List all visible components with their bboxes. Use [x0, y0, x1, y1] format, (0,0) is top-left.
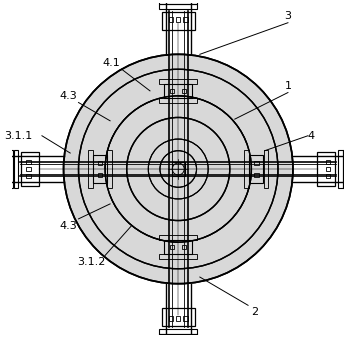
Bar — [27, 160, 31, 164]
Text: 3: 3 — [284, 11, 291, 21]
Bar — [254, 173, 258, 177]
Bar — [176, 17, 180, 22]
Bar — [164, 240, 192, 254]
Circle shape — [64, 54, 293, 284]
Bar — [162, 308, 195, 326]
Bar — [27, 174, 31, 178]
Bar — [254, 161, 258, 165]
Text: 4.3: 4.3 — [60, 91, 77, 101]
Text: 4: 4 — [308, 131, 315, 141]
Bar — [169, 17, 173, 22]
Bar — [159, 329, 197, 334]
Bar — [162, 12, 195, 30]
Bar — [27, 167, 31, 171]
Bar — [159, 334, 197, 338]
Bar — [182, 245, 186, 249]
Bar — [317, 152, 335, 186]
Text: 4.1: 4.1 — [103, 57, 121, 68]
Bar — [326, 174, 330, 178]
Text: 2: 2 — [251, 307, 258, 317]
Bar — [326, 167, 330, 171]
Text: 3.1.1: 3.1.1 — [5, 131, 33, 141]
Bar — [338, 150, 343, 188]
Bar — [244, 150, 249, 188]
Bar — [264, 150, 268, 188]
Bar — [88, 150, 93, 188]
Text: 1: 1 — [284, 81, 291, 91]
Bar — [164, 84, 192, 98]
Bar — [169, 316, 173, 321]
Bar — [184, 17, 188, 22]
Bar — [159, 255, 197, 259]
Bar — [159, 235, 197, 240]
Bar — [98, 173, 102, 177]
Bar — [159, 98, 197, 103]
Bar — [108, 150, 112, 188]
Bar — [9, 150, 13, 188]
Text: 3.1.2: 3.1.2 — [78, 257, 106, 267]
Bar — [170, 245, 174, 249]
Bar — [98, 161, 102, 165]
Bar — [14, 150, 18, 188]
Bar — [343, 150, 348, 188]
Bar — [249, 155, 263, 183]
Bar — [21, 152, 39, 186]
Bar — [159, 4, 197, 9]
Bar — [176, 316, 180, 321]
Text: 4.3: 4.3 — [60, 220, 77, 231]
Bar — [93, 155, 107, 183]
Bar — [159, 79, 197, 83]
Bar — [326, 160, 330, 164]
Bar — [171, 162, 185, 176]
Bar — [170, 89, 174, 93]
Bar — [182, 89, 186, 93]
Bar — [184, 316, 188, 321]
Bar — [159, 0, 197, 4]
